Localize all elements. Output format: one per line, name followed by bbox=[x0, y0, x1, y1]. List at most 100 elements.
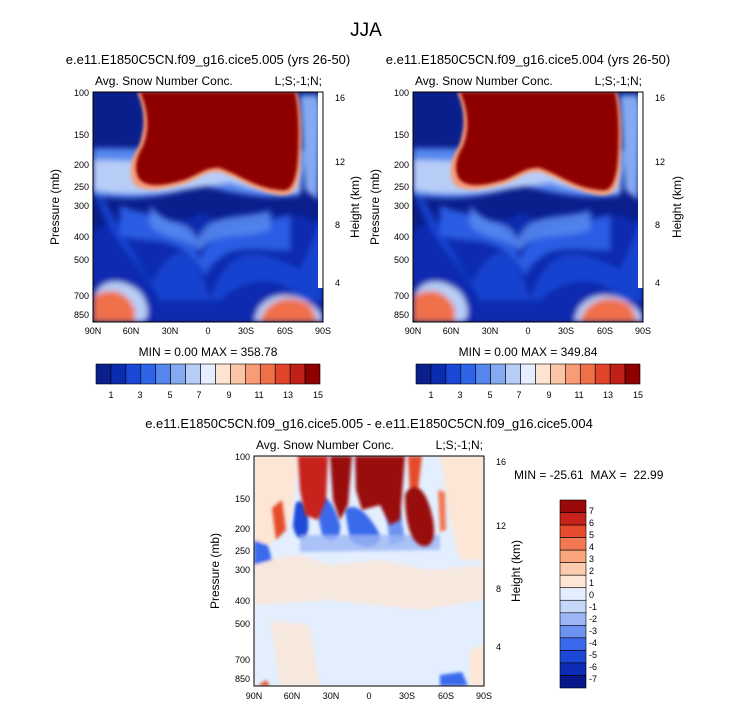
panel-2-xtick-60N: 60N bbox=[443, 326, 460, 336]
panel-1-colorbar-swatch bbox=[155, 363, 171, 385]
panel-2-ytick-100: 100 bbox=[394, 88, 409, 98]
panel-1-stats: MIN = 0.00 MAX = 358.78 bbox=[139, 345, 278, 359]
panel-3-cbar-label-neg7: -7 bbox=[589, 674, 597, 684]
panel-1-xtick-90S: 90S bbox=[315, 326, 331, 336]
panel-1-colorbar-swatch bbox=[274, 363, 291, 385]
panel-2-colorbar-swatch bbox=[535, 363, 551, 385]
panel-1-xtick-60S: 60S bbox=[277, 326, 293, 336]
panel-1-ytick-500: 500 bbox=[74, 255, 89, 265]
panel-3-x-ticks: 90N 60N 30N 0 30S 60S 90S bbox=[246, 691, 492, 701]
panel-3-contour-field bbox=[254, 456, 484, 686]
panel-3-ytick-250: 250 bbox=[235, 546, 250, 556]
panel-3-xtick-90S: 90S bbox=[476, 691, 492, 701]
panel-3-ytick-850: 850 bbox=[235, 674, 250, 684]
panel-3-ytick-500: 500 bbox=[235, 619, 250, 629]
panel-2-colorbar-swatch bbox=[550, 363, 566, 385]
panel-3-cbar-label-neg4: -4 bbox=[589, 638, 597, 648]
panel-1-colorbar-swatch bbox=[215, 363, 231, 385]
panel-2-cbar-label-15: 15 bbox=[633, 390, 643, 400]
panel-3-colorbar-swatch bbox=[559, 562, 587, 576]
panel-2-ytick-200: 200 bbox=[394, 160, 409, 170]
panel-3-cbar-label-1: 1 bbox=[589, 578, 594, 588]
panel-2: e.e11.E1850C5CN.f09_g16.cice5.004 (yrs 2… bbox=[368, 52, 684, 400]
panel-1-ytick-right-12: 12 bbox=[335, 157, 345, 167]
panel-1-ytick-700: 700 bbox=[74, 291, 89, 301]
panel-3-ytick-right-8: 8 bbox=[496, 584, 501, 594]
panel-2-colorbar-swatch bbox=[565, 363, 581, 385]
panel-3-ytick-150: 150 bbox=[235, 494, 250, 504]
panel-2-y-ticks: 100 150 200 250 300 400 500 700 850 bbox=[394, 88, 409, 320]
panel-3-ytick-300: 300 bbox=[235, 565, 250, 575]
panel-1-xtick-90N: 90N bbox=[85, 326, 102, 336]
panel-1-cbar-label-11: 11 bbox=[254, 390, 263, 400]
panel-1-ytick-right-16: 16 bbox=[335, 93, 345, 103]
panel-3-colorbar-swatch bbox=[559, 499, 587, 513]
panel-3-xtick-30S: 30S bbox=[399, 691, 415, 701]
panel-3-stats: MIN = -25.61 MAX = 22.99 bbox=[514, 468, 664, 482]
panel-2-x-ticks: 90N 60N 30N 0 30S 60S 90S bbox=[405, 326, 651, 336]
panel-1-colorbar-swatch bbox=[125, 363, 142, 385]
panel-3-cbar-label-neg1: -1 bbox=[589, 602, 597, 612]
panel-3-cbar-label-neg6: -6 bbox=[589, 662, 597, 672]
panel-3-colorbar-labels: 7 6 5 4 3 2 1 0 -1 -2 -3 -4 -5 -6 -7 bbox=[589, 506, 597, 684]
panel-2-y-axis-title: Pressure (mb) bbox=[368, 169, 382, 245]
panel-2-cbar-label-13: 13 bbox=[603, 390, 613, 400]
panel-2-ytick-right-16: 16 bbox=[655, 93, 665, 103]
panel-2-cbar-label-7: 7 bbox=[516, 390, 521, 400]
panel-3-cbar-label-2: 2 bbox=[589, 566, 594, 576]
panel-3-colorbar bbox=[559, 499, 587, 689]
panel-1-xtick-30S: 30S bbox=[238, 326, 254, 336]
panel-1-ytick-right-8: 8 bbox=[335, 220, 340, 230]
panel-1: e.e11.E1850C5CN.f09_g16.cice5.005 (yrs 2… bbox=[48, 52, 362, 400]
panel-1-ytick-150: 150 bbox=[74, 130, 89, 140]
panel-1-cbar-label-13: 13 bbox=[283, 390, 293, 400]
panel-3-plot-frame bbox=[253, 455, 485, 687]
panel-1-x-ticks: 90N 60N 30N 0 30S 60S 90S bbox=[85, 326, 331, 336]
panel-1-cbar-label-3: 3 bbox=[137, 390, 142, 400]
panel-3-xtick-60N: 60N bbox=[284, 691, 301, 701]
panel-3-xtick-0: 0 bbox=[366, 691, 371, 701]
panel-1-ytick-250: 250 bbox=[74, 182, 89, 192]
panel-1-case-title: e.e11.E1850C5CN.f09_g16.cice5.005 (yrs 2… bbox=[66, 52, 351, 67]
panel-1-y-right-axis-title: Height (km) bbox=[348, 176, 362, 238]
panel-2-cbar-label-11: 11 bbox=[574, 390, 583, 400]
panel-2-xtick-90N: 90N bbox=[405, 326, 422, 336]
panel-2-colorbar-swatch bbox=[460, 363, 477, 385]
panel-3-case-title: e.e11.E1850C5CN.f09_g16.cice5.005 - e.e1… bbox=[145, 416, 593, 431]
panel-1-ytick-400: 400 bbox=[74, 232, 89, 242]
panel-2-colorbar-swatch bbox=[430, 363, 447, 385]
panel-3-cbar-label-7: 7 bbox=[589, 506, 594, 516]
panel-3-y-right-axis-title: Height (km) bbox=[509, 540, 523, 602]
panel-2-region-label: L;S;-1;N; bbox=[595, 74, 642, 88]
panel-1-colorbar-swatch bbox=[230, 363, 246, 385]
panel-3-cbar-label-3: 3 bbox=[589, 554, 594, 564]
panel-1-colorbar-swatch bbox=[110, 363, 127, 385]
panel-2-xtick-60S: 60S bbox=[597, 326, 613, 336]
panel-3-colorbar-swatch bbox=[559, 599, 587, 614]
panel-3-xtick-90N: 90N bbox=[246, 691, 263, 701]
panel-3-xtick-30N: 30N bbox=[323, 691, 340, 701]
panel-2-colorbar-labels: 1 3 5 7 9 11 13 15 bbox=[428, 390, 643, 400]
panel-1-colorbar-swatch bbox=[245, 363, 261, 385]
panel-3-colorbar-swatch bbox=[559, 612, 587, 626]
panel-1-xtick-60N: 60N bbox=[123, 326, 140, 336]
panel-1-colorbar-swatch bbox=[200, 363, 216, 385]
panel-1-cbar-label-15: 15 bbox=[313, 390, 323, 400]
panel-2-colorbar-swatch bbox=[520, 363, 536, 385]
panel-1-colorbar-swatch bbox=[304, 363, 321, 385]
panel-2-ytick-850: 850 bbox=[394, 310, 409, 320]
panel-3-y-right-ticks: 16 12 8 4 bbox=[496, 457, 506, 652]
panel-2-cbar-label-5: 5 bbox=[487, 390, 492, 400]
panel-3-ytick-right-16: 16 bbox=[496, 457, 506, 467]
panel-3-cbar-label-0: 0 bbox=[589, 590, 594, 600]
panel-1-ytick-850: 850 bbox=[74, 310, 89, 320]
panel-2-xtick-30S: 30S bbox=[558, 326, 574, 336]
panel-2-xtick-0: 0 bbox=[525, 326, 530, 336]
panel-2-y-right-axis-title: Height (km) bbox=[670, 176, 684, 238]
panel-1-colorbar-swatch bbox=[289, 363, 306, 385]
panel-1-contour-field bbox=[93, 92, 323, 322]
panel-1-colorbar bbox=[95, 363, 321, 385]
panel-1-ytick-200: 200 bbox=[74, 160, 89, 170]
panel-2-plot-frame bbox=[412, 91, 644, 323]
